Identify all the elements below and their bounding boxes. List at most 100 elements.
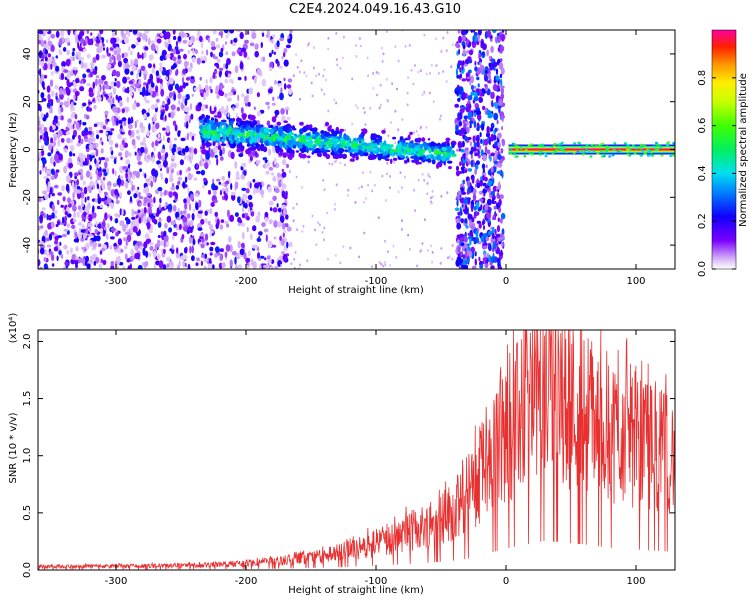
heatmap-cell	[349, 246, 352, 250]
heatmap-cell	[137, 54, 143, 59]
heatmap-cell	[323, 152, 328, 157]
heatmap-cell	[596, 152, 600, 155]
heatmap-cell	[469, 150, 473, 155]
heatmap-cell	[401, 186, 403, 190]
heatmap-cell	[281, 204, 286, 209]
heatmap-cell	[125, 172, 128, 179]
heatmap-cell	[473, 112, 477, 117]
heatmap-cell	[303, 71, 306, 75]
heatmap-cell	[196, 57, 201, 65]
heatmap-cell	[214, 246, 220, 253]
heatmap-cell	[495, 68, 499, 75]
heatmap-cell	[278, 152, 284, 156]
colorbar-gradient	[711, 29, 737, 270]
heatmap-cell	[492, 252, 495, 260]
heatmap-cell	[633, 152, 637, 155]
heatmap-cell	[129, 50, 133, 56]
heatmap-cell	[50, 123, 54, 127]
heatmap-cell	[90, 32, 93, 36]
heatmap-cell	[490, 190, 495, 196]
heatmap-cell	[150, 82, 155, 88]
heatmap-cell	[474, 251, 477, 257]
heatmap-cell	[125, 64, 131, 68]
y-tick-label: 2.0	[22, 333, 33, 349]
heatmap-cell	[471, 217, 475, 223]
heatmap-cell	[327, 257, 329, 261]
heatmap-cell	[241, 213, 245, 219]
heatmap-cell	[161, 49, 167, 58]
heatmap-cell	[50, 254, 55, 261]
heatmap-cell	[61, 233, 67, 238]
heatmap-cell	[153, 147, 156, 151]
heatmap-cell	[481, 43, 487, 51]
heatmap-cell	[232, 117, 236, 122]
heatmap-cell	[81, 202, 84, 208]
heatmap-cell	[76, 264, 79, 268]
heatmap-cell	[95, 220, 98, 227]
heatmap-cell	[490, 38, 493, 42]
heatmap-cell	[495, 75, 500, 80]
heatmap-cell	[129, 196, 133, 203]
heatmap-cell	[95, 130, 101, 134]
heatmap-cell	[248, 87, 254, 95]
heatmap-cell	[460, 236, 463, 243]
heatmap-cell	[188, 236, 192, 244]
heatmap-cell	[605, 145, 609, 148]
heatmap-cell	[245, 126, 252, 131]
heatmap-cell	[497, 80, 500, 85]
heatmap-cell	[309, 127, 315, 132]
heatmap-cell	[228, 170, 231, 179]
heatmap-cell	[131, 208, 135, 217]
heatmap-cell	[497, 189, 500, 193]
heatmap-cell	[91, 212, 97, 219]
heatmap-cell	[389, 121, 392, 124]
heatmap-cell	[71, 181, 75, 189]
heatmap-cell	[70, 101, 74, 109]
heatmap-cell	[353, 150, 359, 153]
heatmap-cell	[209, 246, 214, 252]
heatmap-cell	[143, 113, 147, 120]
heatmap-cell	[470, 159, 474, 168]
heatmap-cell	[326, 211, 329, 215]
heatmap-cell	[41, 197, 44, 202]
heatmap-cell	[66, 122, 72, 128]
heatmap-cell	[488, 243, 492, 251]
heatmap-cell	[483, 193, 486, 197]
heatmap-cell	[199, 119, 205, 124]
heatmap-cell	[71, 224, 76, 229]
heatmap-cell	[468, 69, 472, 74]
heatmap-cell	[300, 59, 303, 63]
heatmap-cell	[457, 30, 461, 34]
heatmap-cell	[456, 239, 460, 244]
heatmap-cell	[74, 70, 77, 76]
heatmap-cell	[164, 114, 167, 122]
heatmap-cell	[413, 142, 420, 146]
heatmap-cell	[106, 39, 109, 43]
heatmap-cell	[79, 31, 85, 37]
colorbar-tick-label: 0.0	[697, 261, 708, 277]
heatmap-cell	[40, 92, 45, 99]
heatmap-cell	[454, 43, 460, 47]
heatmap-cell	[110, 260, 115, 267]
heatmap-cell	[209, 224, 213, 230]
heatmap-cell	[407, 134, 411, 141]
heatmap-cell	[46, 170, 51, 175]
heatmap-cell	[351, 122, 354, 126]
heatmap-cell	[657, 143, 661, 147]
heatmap-cell	[78, 152, 84, 159]
heatmap-cell	[60, 138, 65, 143]
heatmap-cell	[482, 168, 486, 173]
heatmap-cell	[112, 69, 117, 77]
heatmap-cell	[248, 201, 253, 208]
heatmap-cell	[434, 37, 437, 41]
heatmap-cell	[102, 176, 106, 181]
heatmap-cell	[538, 153, 542, 156]
heatmap-cell	[264, 132, 270, 136]
heatmap-cell	[95, 38, 101, 44]
heatmap-cell	[283, 143, 287, 149]
heatmap-cell	[41, 73, 45, 82]
heatmap-cell	[47, 214, 52, 221]
heatmap-cell	[647, 149, 650, 153]
heatmap-cell	[115, 195, 119, 200]
heatmap-cell	[131, 256, 135, 260]
